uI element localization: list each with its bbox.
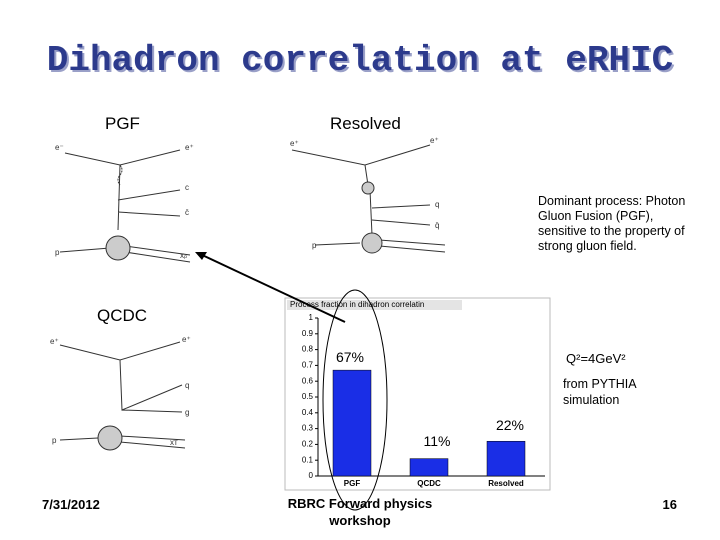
bar: [409, 458, 449, 477]
resolved-diagram: [291, 144, 446, 254]
diagram-label: p: [312, 241, 317, 250]
chart-title: Process fraction in dihadron correlatin: [290, 300, 424, 309]
title-shadow: Dihadron correlation at eRHIC: [49, 42, 676, 83]
y-tick-label: 0.3: [302, 424, 314, 433]
footer-event: RBRC Forward physics workshop: [287, 496, 433, 528]
footer-date: 7/31/2012: [42, 497, 100, 512]
diagram-label: p: [52, 436, 57, 445]
y-tick-label: 0.9: [302, 329, 314, 338]
diagram-label: e⁺: [290, 139, 299, 148]
diagram-label: q: [185, 381, 189, 390]
x-tick-label: QCDC: [417, 479, 441, 488]
diagram-label: q: [435, 200, 439, 209]
note-box: Dominant process: Photon Gluon Fusion (P…: [538, 194, 686, 253]
qcdc-diagram: [59, 341, 186, 451]
diagram-label: g: [185, 408, 189, 417]
y-tick-label: 0.2: [302, 440, 314, 449]
q2: Q²=4GeV²: [566, 351, 626, 366]
x-tick-label: PGF: [344, 479, 361, 488]
y-tick-label: 0.5: [302, 392, 314, 401]
diagram-label: xᴛ: [170, 438, 178, 447]
y-tick-label: 0.1: [302, 455, 314, 464]
diagram-label: xₚ: [180, 251, 187, 260]
value-label: 22%: [496, 417, 524, 433]
y-tick-label: 0.4: [302, 408, 314, 417]
resolved-label: Resolved: [330, 114, 401, 133]
qcdc-label: QCDC: [97, 306, 147, 325]
source-box: from PYTHIA simulation: [563, 377, 636, 407]
note: Dominant process: Photon Gluon Fusion (P…: [538, 194, 686, 253]
diagram-label: e⁺: [50, 337, 59, 346]
diagram-label: c: [185, 183, 189, 192]
diagram-label: e⁺: [182, 335, 191, 344]
diagram-label: q̄: [435, 221, 440, 230]
value-label: 67%: [336, 349, 364, 365]
page-number: 16: [663, 497, 677, 512]
diagram-label: c̄: [185, 208, 189, 217]
diagram-label: e⁻: [55, 143, 64, 152]
diagram-label: e⁺: [430, 136, 439, 145]
slide-title: Dihadron correlation at eRHIC: [47, 40, 674, 81]
y-tick-label: 0.6: [302, 376, 314, 385]
pgf-label: PGF: [105, 114, 140, 133]
arrow: [199, 253, 346, 323]
chart-title-bar: [287, 300, 462, 310]
y-tick-label: 0.7: [302, 361, 314, 370]
highlight-ellipse: [322, 289, 388, 511]
pgf-diagram: [59, 149, 191, 263]
y-tick-label: 1: [309, 313, 314, 322]
y-tick-label: 0.8: [302, 345, 314, 354]
y-tick-label: 0: [309, 471, 314, 480]
value-label: 11%: [424, 433, 451, 449]
arrow-head: [195, 252, 207, 260]
bar: [332, 369, 372, 477]
diagram-label: p: [55, 248, 60, 257]
x-tick-label: Resolved: [488, 479, 524, 488]
footer-event-box: RBRC Forward physics workshop: [287, 496, 433, 528]
source: from PYTHIA simulation: [563, 377, 636, 407]
chart: 0 0.1 0.2 0.3 0.4 0.5 0.6 0.7 0.8 0.9 1 PGF 67% QCDC 1…: [302, 313, 526, 488]
diagram-label: e⁺: [185, 143, 194, 152]
bar: [486, 440, 526, 477]
